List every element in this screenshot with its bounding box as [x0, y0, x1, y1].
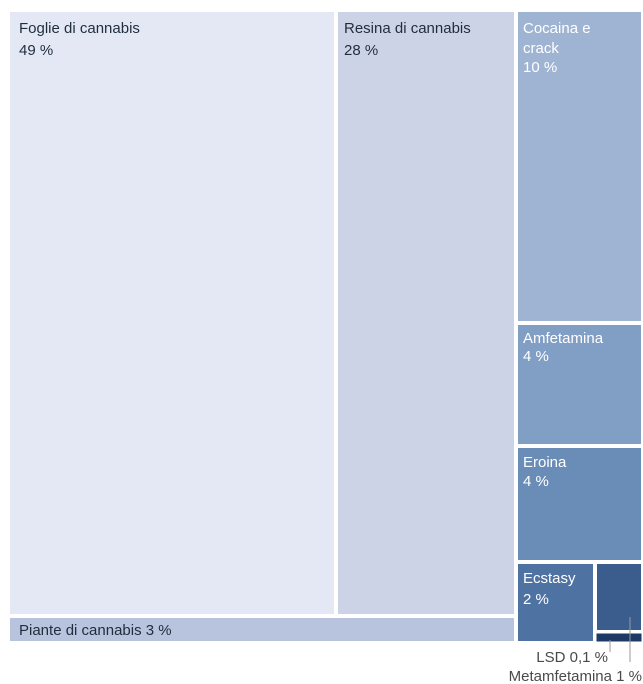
tile-metamfetamina — [595, 562, 643, 632]
callout-metamfetamina: Metamfetamina 1 % — [509, 668, 642, 684]
label-cocaina-line2: crack — [523, 40, 559, 57]
label-amfetamina-value: 4 % — [523, 348, 549, 365]
tile-foglie-di-cannabis — [8, 10, 336, 616]
label-resina-name: Resina di cannabis — [344, 20, 471, 37]
label-piante: Piante di cannabis 3 % — [19, 622, 172, 639]
label-cocaina-value: 10 % — [523, 59, 557, 76]
label-foglie-name: Foglie di cannabis — [19, 20, 140, 37]
label-foglie-value: 49 % — [19, 42, 53, 59]
tile-amfetamina — [516, 323, 643, 446]
label-eroina-value: 4 % — [523, 473, 549, 490]
label-amfetamina-name: Amfetamina — [523, 330, 604, 347]
label-eroina-name: Eroina — [523, 454, 567, 471]
callout-lsd: LSD 0,1 % — [536, 649, 608, 666]
tile-piante-di-cannabis — [8, 616, 516, 643]
label-resina-value: 28 % — [344, 42, 378, 59]
tile-resina-di-cannabis — [336, 10, 516, 616]
label-cocaina-line1: Cocaina e — [523, 20, 591, 37]
label-ecstasy-name: Ecstasy — [523, 570, 576, 587]
tile-ecstasy — [516, 562, 595, 643]
tile-lsd — [595, 632, 643, 643]
tile-cocaina-e-crack — [516, 10, 643, 323]
tile-eroina — [516, 446, 643, 562]
label-ecstasy-value: 2 % — [523, 591, 549, 608]
